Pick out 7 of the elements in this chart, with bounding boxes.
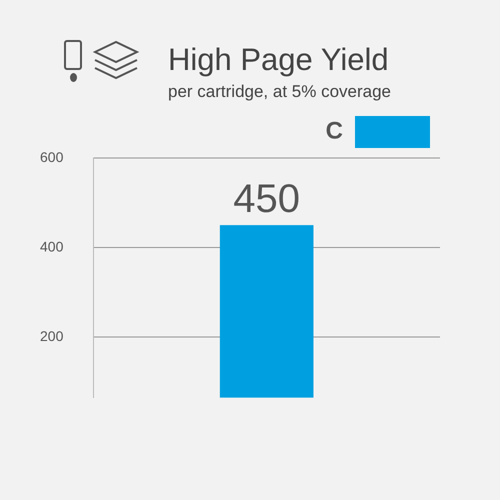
chart-subtitle: per cartridge, at 5% coverage — [168, 82, 392, 102]
data-label: 450 — [233, 177, 300, 222]
legend-label: C — [326, 118, 343, 145]
chart-title: High Page Yield — [168, 42, 389, 78]
y-tick-label: 600 — [40, 148, 64, 165]
y-tick-label: 200 — [40, 328, 64, 344]
y-tick-label: 400 — [40, 238, 64, 254]
